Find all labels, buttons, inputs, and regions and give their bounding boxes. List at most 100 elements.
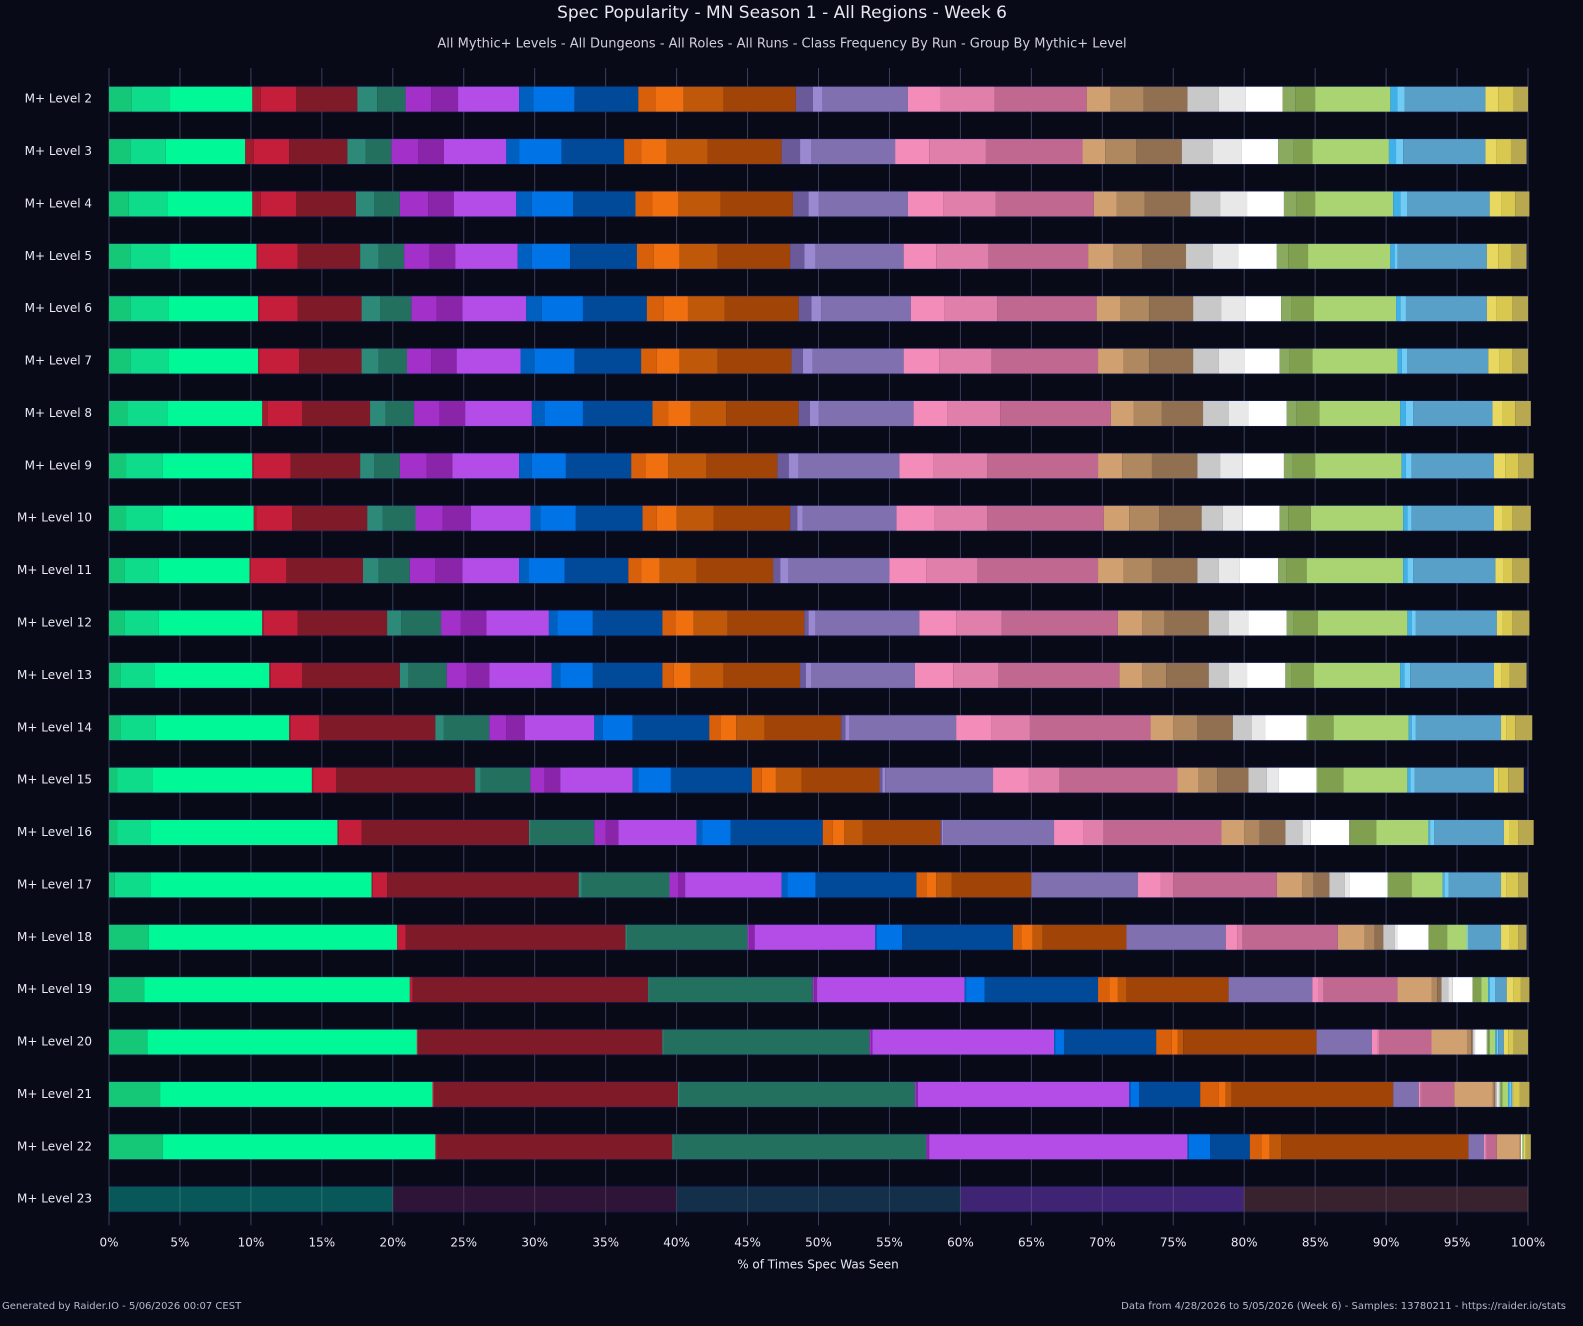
bar-segment: [795, 86, 813, 112]
bar-segment: [1286, 610, 1294, 636]
bar-segment: [1228, 610, 1249, 636]
bar-segment: [117, 820, 151, 846]
bar-segment: [1055, 1029, 1064, 1055]
bar-segment: [114, 872, 151, 898]
bar-segment: [1519, 1081, 1530, 1107]
y-tick-label: M+ Level 22: [17, 1139, 92, 1153]
bar-segment: [297, 296, 362, 322]
bar-segment: [1317, 767, 1344, 793]
bar-segment: [252, 191, 261, 217]
bar-segment: [800, 139, 812, 165]
bar-segment: [706, 453, 778, 479]
bar-segment: [1198, 767, 1218, 793]
bar-segment: [418, 139, 444, 165]
bar-segment: [1239, 558, 1279, 584]
bar-segment: [788, 558, 890, 584]
bar-segment: [1397, 977, 1432, 1003]
bar-segment: [788, 453, 799, 479]
bar-segment: [933, 453, 988, 479]
bar-segment: [809, 400, 819, 426]
bar-segment: [696, 820, 703, 846]
bar-segment: [902, 924, 1013, 950]
x-tick-label: 15%: [309, 1236, 336, 1250]
bar-segment: [167, 191, 253, 217]
bar-segment: [662, 1029, 664, 1055]
bar-segment: [780, 558, 789, 584]
bar-segment: [301, 400, 371, 426]
bar-segment: [1291, 662, 1314, 688]
bar-segment: [1296, 400, 1320, 426]
bar-segment: [1515, 715, 1533, 741]
bar-segment: [1441, 977, 1449, 1003]
bar-segment: [693, 610, 728, 636]
bar-segment: [1130, 1081, 1140, 1107]
bar-segment: [1119, 662, 1143, 688]
bar-segment: [1160, 872, 1174, 898]
bar-segment: [544, 400, 583, 426]
y-tick-label: M+ Level 3: [25, 144, 92, 158]
bar-segment: [1493, 662, 1502, 688]
bar-segment: [805, 662, 812, 688]
bar-segment: [1493, 505, 1503, 531]
bar-segment: [1488, 348, 1500, 374]
bar-segment: [1344, 872, 1350, 898]
y-tick-label: M+ Level 19: [17, 982, 92, 996]
bar-segment: [1302, 820, 1311, 846]
bar-segment: [1218, 86, 1246, 112]
bar-segment: [1313, 296, 1397, 322]
bar-segment: [1509, 924, 1519, 950]
bar-segment: [673, 1134, 927, 1160]
bar-segment: [1221, 296, 1246, 322]
bar-segment: [1509, 662, 1527, 688]
bar-segment: [531, 191, 574, 217]
bar-segment: [378, 558, 410, 584]
bar-segment: [1499, 1081, 1502, 1107]
bar-segment: [631, 453, 646, 479]
bar-segment: [723, 86, 796, 112]
bar-segment: [253, 505, 257, 531]
bar-segment: [1495, 558, 1504, 584]
bar-segment: [1512, 558, 1530, 584]
bar-segment: [1502, 1081, 1509, 1107]
bar-segment: [638, 86, 656, 112]
bar-segment: [907, 86, 941, 112]
bar-segment: [1242, 453, 1284, 479]
bar-segment: [1281, 1134, 1469, 1160]
bar-segment: [168, 296, 258, 322]
bar-segment: [506, 715, 525, 741]
bar-segment: [1241, 139, 1279, 165]
bar-segment: [1505, 453, 1519, 479]
bar-segment: [270, 662, 302, 688]
bar-segment: [1312, 139, 1389, 165]
bar-segment: [1523, 1134, 1526, 1160]
bar-segment: [679, 1081, 915, 1107]
bar-segment: [1415, 610, 1497, 636]
bar-segment: [1110, 400, 1134, 426]
bar-segment: [397, 924, 406, 950]
bar-segment: [687, 296, 725, 322]
footer-right: Data from 4/28/2026 to 5/05/2026 (Week 6…: [1121, 1301, 1566, 1312]
bar-segment: [409, 558, 436, 584]
bar-segment: [1193, 348, 1219, 374]
bar-segment: [1337, 924, 1365, 950]
bar-segment: [443, 715, 490, 741]
bar-segment: [995, 191, 1094, 217]
bar-segment: [1149, 348, 1194, 374]
bar-segment: [1397, 243, 1487, 269]
bar-segment: [1113, 243, 1143, 269]
bar-segment: [1515, 191, 1530, 217]
bar-segment: [399, 662, 409, 688]
bar-segment: [109, 924, 149, 950]
bar-segment: [297, 610, 388, 636]
bar-segment: [1411, 610, 1416, 636]
bar-segment: [798, 400, 810, 426]
bar-segment: [289, 715, 291, 741]
bar-segment: [170, 243, 257, 269]
bar-segment: [355, 191, 375, 217]
bar-segment: [1495, 977, 1507, 1003]
bar-segment: [387, 610, 402, 636]
bar-segment: [1428, 820, 1431, 846]
bar-segment: [1103, 820, 1222, 846]
bar-segment: [289, 139, 348, 165]
